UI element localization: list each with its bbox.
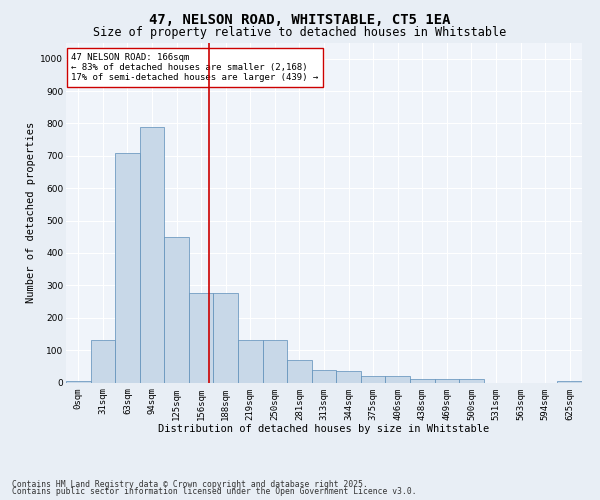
X-axis label: Distribution of detached houses by size in Whitstable: Distribution of detached houses by size … (158, 424, 490, 434)
Bar (140, 126, 164, 382)
Bar (91, 340, 115, 382)
Text: Contains HM Land Registry data © Crown copyright and database right 2025.: Contains HM Land Registry data © Crown c… (12, 480, 368, 489)
Bar (410, 380, 434, 382)
Bar (459, 380, 484, 382)
Bar (434, 380, 459, 382)
Text: Contains public sector information licensed under the Open Government Licence v3: Contains public sector information licen… (12, 487, 416, 496)
Bar (312, 370, 336, 382)
Bar (557, 381, 582, 382)
Bar (361, 376, 385, 382)
Bar (263, 340, 287, 382)
Text: 47, NELSON ROAD, WHITSTABLE, CT5 1EA: 47, NELSON ROAD, WHITSTABLE, CT5 1EA (149, 12, 451, 26)
Bar (287, 360, 312, 382)
Bar (238, 340, 263, 382)
Y-axis label: Number of detached properties: Number of detached properties (26, 122, 36, 303)
Bar (385, 376, 410, 382)
Bar (189, 294, 214, 382)
Bar (336, 371, 361, 382)
Bar (214, 294, 238, 382)
Bar (164, 237, 189, 382)
Bar (66, 381, 91, 382)
Text: 47 NELSON ROAD: 166sqm
← 83% of detached houses are smaller (2,168)
17% of semi-: 47 NELSON ROAD: 166sqm ← 83% of detached… (71, 52, 319, 82)
Bar (115, 152, 140, 382)
Text: Size of property relative to detached houses in Whitstable: Size of property relative to detached ho… (94, 26, 506, 39)
